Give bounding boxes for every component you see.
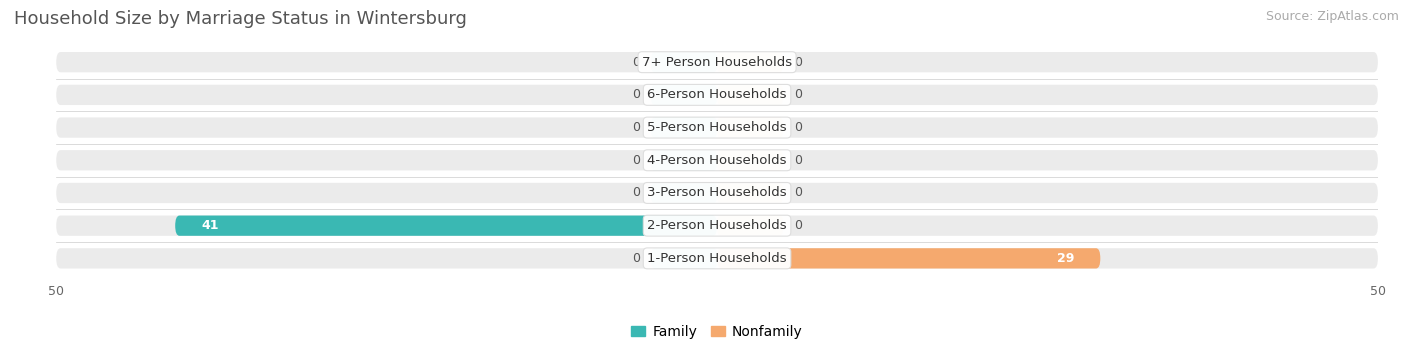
FancyBboxPatch shape [56, 117, 1378, 138]
Text: 0: 0 [794, 121, 801, 134]
Legend: Family, Nonfamily: Family, Nonfamily [626, 319, 808, 341]
Text: 0: 0 [794, 56, 801, 69]
FancyBboxPatch shape [651, 183, 717, 203]
Text: 41: 41 [201, 219, 219, 232]
Text: 0: 0 [794, 88, 801, 101]
FancyBboxPatch shape [56, 183, 1378, 203]
Text: 3-Person Households: 3-Person Households [647, 187, 787, 199]
FancyBboxPatch shape [717, 52, 783, 72]
Text: 0: 0 [794, 187, 801, 199]
FancyBboxPatch shape [651, 85, 717, 105]
FancyBboxPatch shape [56, 85, 1378, 105]
Text: 29: 29 [1056, 252, 1074, 265]
Text: 4-Person Households: 4-Person Households [647, 154, 787, 167]
FancyBboxPatch shape [176, 216, 717, 236]
Text: 0: 0 [794, 154, 801, 167]
FancyBboxPatch shape [717, 150, 783, 170]
Text: 0: 0 [633, 252, 640, 265]
FancyBboxPatch shape [717, 248, 1101, 268]
FancyBboxPatch shape [651, 52, 717, 72]
FancyBboxPatch shape [56, 216, 1378, 236]
FancyBboxPatch shape [651, 117, 717, 138]
Text: 6-Person Households: 6-Person Households [647, 88, 787, 101]
Text: 0: 0 [633, 187, 640, 199]
FancyBboxPatch shape [651, 150, 717, 170]
Text: Source: ZipAtlas.com: Source: ZipAtlas.com [1265, 10, 1399, 23]
Text: 2-Person Households: 2-Person Households [647, 219, 787, 232]
Text: Household Size by Marriage Status in Wintersburg: Household Size by Marriage Status in Win… [14, 10, 467, 28]
FancyBboxPatch shape [717, 85, 783, 105]
Text: 7+ Person Households: 7+ Person Households [643, 56, 792, 69]
FancyBboxPatch shape [56, 150, 1378, 170]
FancyBboxPatch shape [56, 52, 1378, 72]
FancyBboxPatch shape [717, 183, 783, 203]
FancyBboxPatch shape [56, 248, 1378, 268]
Text: 0: 0 [633, 56, 640, 69]
Text: 1-Person Households: 1-Person Households [647, 252, 787, 265]
Text: 0: 0 [633, 121, 640, 134]
FancyBboxPatch shape [717, 216, 783, 236]
FancyBboxPatch shape [717, 117, 783, 138]
Text: 0: 0 [633, 154, 640, 167]
Text: 0: 0 [794, 219, 801, 232]
Text: 5-Person Households: 5-Person Households [647, 121, 787, 134]
Text: 0: 0 [633, 88, 640, 101]
FancyBboxPatch shape [651, 248, 717, 268]
